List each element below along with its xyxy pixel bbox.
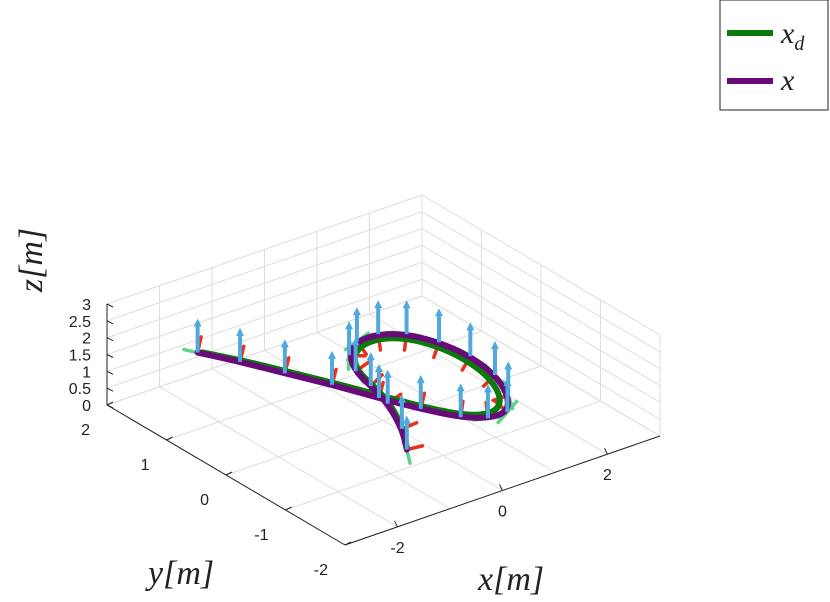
frame-z-arrowhead bbox=[402, 300, 411, 309]
frame-z-arrowhead bbox=[402, 415, 411, 424]
frame-z-arrowhead bbox=[345, 321, 354, 330]
z-tick-mark bbox=[106, 320, 114, 325]
z-tick-mark bbox=[106, 354, 114, 358]
frame-z-arrowhead bbox=[236, 327, 245, 336]
y-tick-label: 1 bbox=[141, 457, 150, 474]
z-tick-label: 1.5 bbox=[69, 348, 91, 365]
frame-z-arrowhead bbox=[435, 308, 444, 317]
grid-backwall-z bbox=[106, 261, 423, 372]
frame-z-arrowhead bbox=[483, 384, 492, 393]
grid-backwall-z bbox=[106, 194, 423, 305]
frame-z-arrowhead bbox=[280, 339, 289, 348]
frame-z-arrowhead bbox=[504, 361, 513, 370]
z-tick-mark bbox=[106, 337, 114, 342]
y-axis-label: y[m] bbox=[145, 555, 214, 592]
z-tick-label: 0 bbox=[82, 398, 91, 415]
grid-backwall-z bbox=[106, 245, 423, 355]
x-tick-mark bbox=[604, 447, 608, 455]
frame-z-arrowhead bbox=[490, 341, 499, 350]
legend-label-desired: xd bbox=[780, 17, 805, 55]
x-axis-label: x[m] bbox=[477, 561, 544, 598]
frame-z-arrowhead bbox=[456, 383, 465, 392]
frame-z-arrowhead bbox=[193, 318, 202, 327]
y-tick-label: 0 bbox=[200, 492, 209, 509]
z-tick-label: 3 bbox=[82, 297, 91, 314]
grid-floor-y bbox=[285, 400, 601, 511]
y-tick-label: -2 bbox=[314, 562, 328, 579]
z-tick-mark bbox=[106, 370, 114, 375]
frame-z-arrowhead bbox=[351, 337, 360, 346]
frame-x-axis bbox=[407, 444, 425, 451]
frame-z-arrowhead bbox=[397, 394, 406, 403]
grid-sidewall-z bbox=[421, 245, 661, 386]
grid-floor-y bbox=[225, 365, 542, 476]
z-tick-label: 0.5 bbox=[69, 381, 91, 398]
legend: xd x bbox=[719, 0, 829, 111]
grid-sidewall-z bbox=[421, 295, 661, 437]
y-tick-mark bbox=[285, 506, 292, 511]
z-tick-mark bbox=[106, 404, 114, 409]
frame-z-arrowhead bbox=[374, 364, 383, 373]
x-tick-label: 0 bbox=[498, 504, 507, 521]
frame-z-arrowhead bbox=[328, 350, 337, 359]
grid-sidewall-z bbox=[421, 228, 661, 370]
grid-sidewall-z bbox=[421, 278, 661, 420]
legend-box bbox=[719, 0, 829, 111]
y-tick-mark bbox=[344, 541, 352, 546]
grid-sidewall-z bbox=[421, 261, 661, 403]
y-tick-label: -1 bbox=[254, 527, 268, 544]
z-tick-mark bbox=[106, 303, 114, 308]
y-tick-mark bbox=[166, 436, 173, 441]
y-tick-label: 2 bbox=[81, 422, 90, 439]
z-axis-label: z[m] bbox=[13, 228, 50, 293]
orientation-frames-front bbox=[193, 300, 513, 450]
grid-lines bbox=[106, 194, 661, 546]
z-tick-label: 1 bbox=[82, 364, 91, 381]
grid-backwall-z bbox=[106, 295, 423, 406]
z-tick-mark bbox=[106, 387, 114, 392]
grid-backwall-z bbox=[106, 211, 423, 322]
legend-label-actual: x bbox=[780, 64, 795, 97]
grid-backwall-z bbox=[106, 278, 423, 389]
x-tick-mark bbox=[394, 520, 398, 528]
frame-z-arrowhead bbox=[466, 322, 475, 331]
x-tick-label: -2 bbox=[390, 540, 404, 557]
frame-z-arrowhead bbox=[352, 307, 361, 316]
y-tick-mark bbox=[225, 471, 233, 476]
x-tick-label: 2 bbox=[603, 467, 612, 484]
grid-backwall-z bbox=[106, 228, 423, 339]
z-tick-label: 2.5 bbox=[69, 314, 91, 331]
y-tick-mark bbox=[106, 401, 114, 406]
frame-z-arrowhead bbox=[366, 352, 375, 361]
axes bbox=[106, 303, 661, 546]
grid-sidewall-z bbox=[421, 194, 661, 336]
frame-z-arrowhead bbox=[383, 369, 392, 378]
z-tick-label: 2 bbox=[82, 331, 91, 348]
frame-z-arrowhead bbox=[416, 374, 425, 383]
series-actual-line bbox=[194, 331, 511, 453]
x-tick-mark bbox=[499, 484, 503, 491]
grid-sidewall-z bbox=[421, 211, 661, 353]
frame-z-arrowhead bbox=[374, 300, 383, 309]
